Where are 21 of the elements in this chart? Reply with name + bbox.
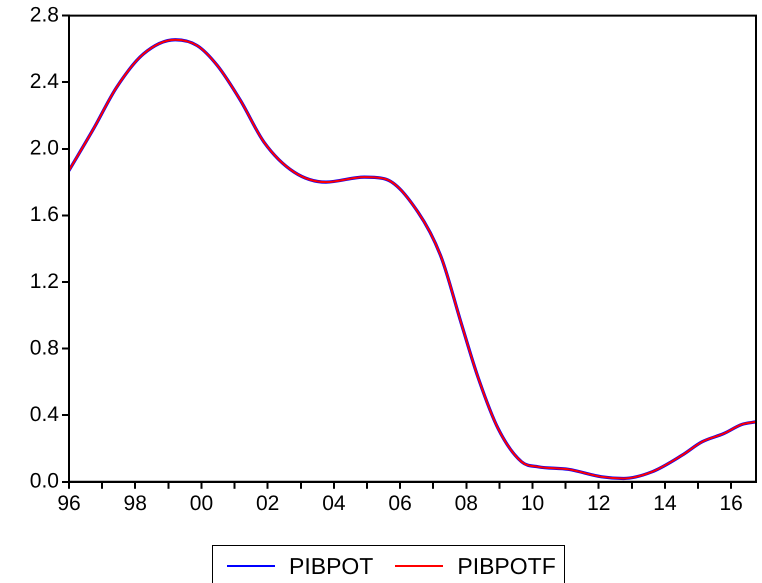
x-tick-label: 08 <box>454 492 478 516</box>
y-tick-label: 2.4 <box>30 70 60 93</box>
x-tick-label: 06 <box>388 492 412 516</box>
y-tick-label: 0.0 <box>30 470 59 493</box>
x-tick-label: 00 <box>190 492 214 516</box>
x-tick-label: 10 <box>520 492 544 516</box>
x-tick-label: 12 <box>587 492 610 516</box>
legend-label: PIBPOT <box>289 552 374 580</box>
y-tick-label: 1.2 <box>30 270 59 293</box>
x-tick-label: 14 <box>653 492 677 516</box>
x-tick-label: 98 <box>124 492 147 516</box>
legend-label: PIBPOTF <box>457 552 556 580</box>
y-tick-label: 2.8 <box>30 3 59 26</box>
x-tick-label: 04 <box>322 492 346 516</box>
y-tick-label: 2.0 <box>30 136 59 160</box>
x-tick-label: 96 <box>57 492 81 516</box>
y-tick-label: 0.8 <box>30 336 59 360</box>
y-tick-label: 0.4 <box>30 402 60 426</box>
x-tick-label: 02 <box>256 492 280 516</box>
x-tick-label: 16 <box>719 492 743 516</box>
y-tick-label: 1.6 <box>30 203 59 226</box>
